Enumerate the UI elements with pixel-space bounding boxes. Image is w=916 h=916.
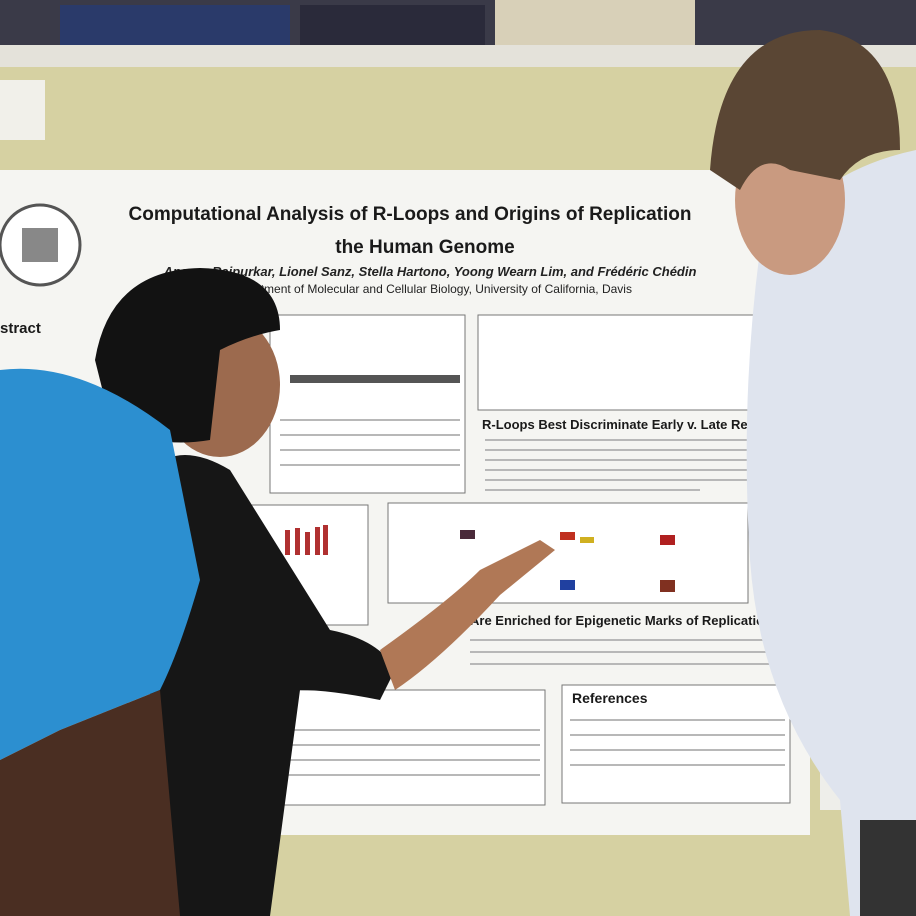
poster-title: Computational Analysis of R-Loops and Or… [129,204,692,225]
man-trousers [860,820,916,916]
body-text [255,419,785,776]
figure-marks [285,375,675,592]
upper-panel [300,5,485,50]
logo-mark [22,228,58,262]
section-heading: stract [0,320,41,337]
presenter-body [150,455,395,916]
man-hair [710,30,900,190]
section-heading: Are Enriched for Epigenetic Marks of Rep… [470,613,787,628]
panel [561,684,791,804]
panel [269,314,466,494]
presenter-hair [95,268,280,443]
presenter-arm [380,540,555,690]
section-heading: R-Loops Best Discriminate Early v. Late … [482,417,785,432]
shelf [0,45,916,67]
visitor-shirt [0,368,200,760]
upper-panel [60,5,290,50]
paper [0,80,45,140]
visitor-arm [0,690,180,916]
affiliation: Department of Molecular and Cellular Bio… [228,282,632,296]
panel [477,314,759,411]
authors: Aparna Rajpurkar, Lionel Sanz, Stella Ha… [163,264,697,279]
man-shirt [746,150,916,916]
poster-title: the Human Genome [335,237,514,258]
section-heading: References [572,690,648,706]
